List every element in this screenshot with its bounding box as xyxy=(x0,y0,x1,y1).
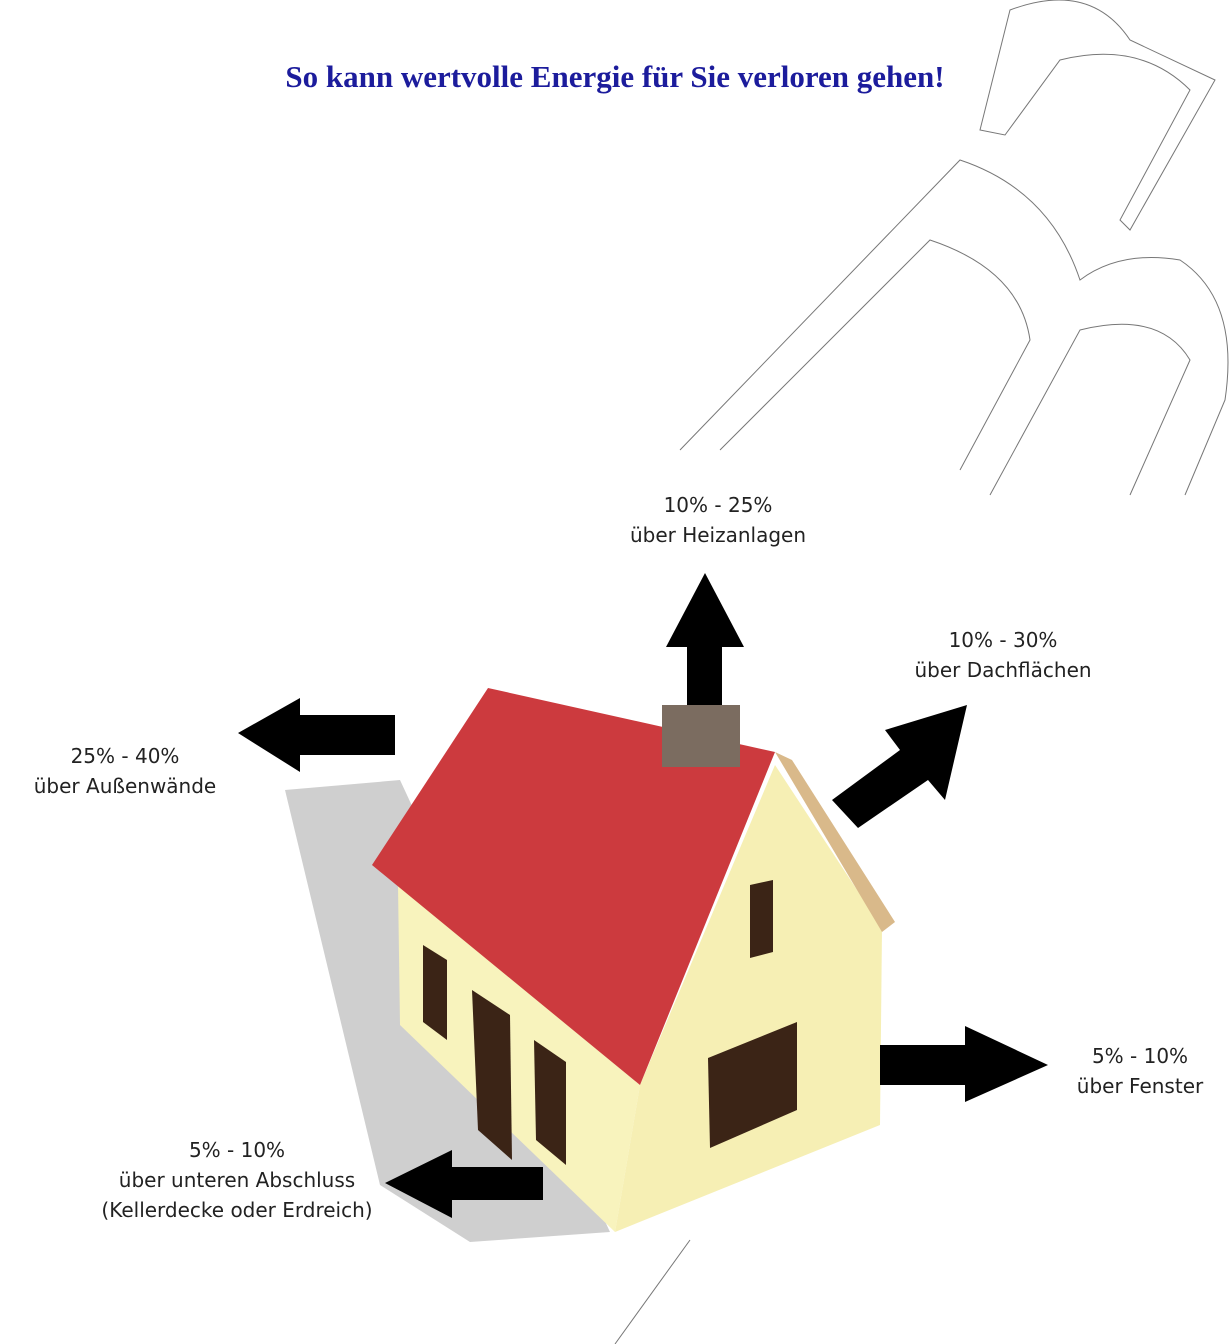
page: So kann wertvolle Energie für Sie verlor… xyxy=(0,0,1230,1344)
loss-label: über Heizanlagen xyxy=(630,523,806,547)
loss-label: (Kellerdecke oder Erdreich) xyxy=(101,1198,372,1222)
house xyxy=(285,688,895,1242)
loss-label: über unteren Abschluss xyxy=(119,1168,355,1192)
loss-range: 5% - 10% xyxy=(1092,1044,1188,1068)
title: So kann wertvolle Energie für Sie verlor… xyxy=(285,59,944,94)
loss-range: 10% - 30% xyxy=(949,628,1058,652)
loss-label: über Außenwände xyxy=(34,774,216,798)
loss-range: 5% - 10% xyxy=(189,1138,285,1162)
loss-label: über Dachflächen xyxy=(914,658,1091,682)
loss-label: über Fenster xyxy=(1077,1074,1204,1098)
loss-range: 25% - 40% xyxy=(71,744,180,768)
loss-range: 10% - 25% xyxy=(664,493,773,517)
